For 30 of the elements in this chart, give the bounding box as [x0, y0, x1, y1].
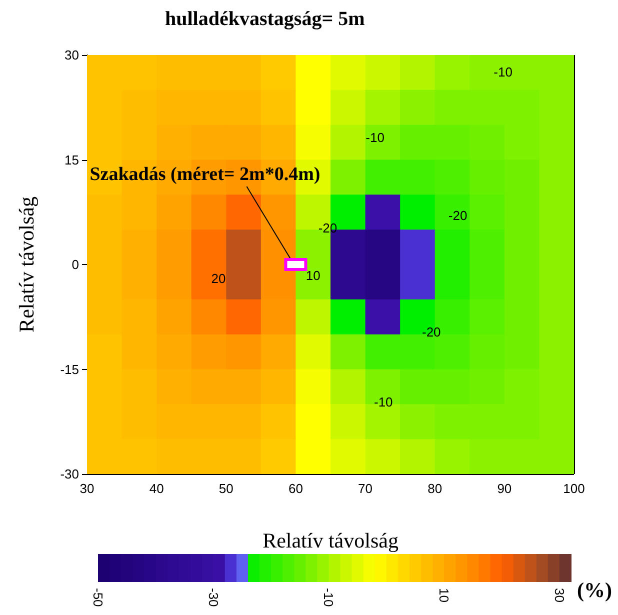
- chart-title: hulladékvastagság= 5m: [165, 8, 366, 30]
- x-axis-title: Relatív távolság: [262, 528, 399, 552]
- color-bar-label: -50: [90, 588, 106, 607]
- annotation: -10: [366, 130, 384, 145]
- color-bar-label: -30: [206, 588, 221, 607]
- annotation: -10: [494, 64, 512, 80]
- y-tick-label: -30: [60, 466, 79, 482]
- x-tick-label: 60: [288, 481, 303, 496]
- x-tick-label: 80: [428, 481, 442, 496]
- x-tick-label: 30: [80, 481, 94, 496]
- color-bar-label: 30: [552, 588, 567, 602]
- annotation: 10: [306, 268, 320, 284]
- annotation: Szakadás (méret= 2m*0.4m): [90, 164, 320, 185]
- color-bar-label: -10: [321, 588, 336, 607]
- y-tick-label: 0: [72, 257, 79, 272]
- color-bar-title: (%): [577, 578, 612, 602]
- y-tick-label: 15: [64, 152, 79, 168]
- annotation: -10: [374, 394, 393, 410]
- x-tick-label: 90: [497, 481, 512, 496]
- y-tick-label: -15: [60, 362, 79, 377]
- x-tick-label: 40: [149, 481, 164, 496]
- x-tick-label: 50: [218, 481, 234, 496]
- color-bar-label: 10: [436, 588, 452, 602]
- x-tick-label: 100: [563, 481, 585, 496]
- annotation: -20: [448, 208, 468, 224]
- annotation: 20: [211, 270, 226, 286]
- x-tick-label: 70: [358, 481, 373, 496]
- annotation: -20: [422, 324, 441, 340]
- y-tick-label: 30: [64, 48, 79, 62]
- y-axis-title: Relatív távolság: [14, 196, 38, 332]
